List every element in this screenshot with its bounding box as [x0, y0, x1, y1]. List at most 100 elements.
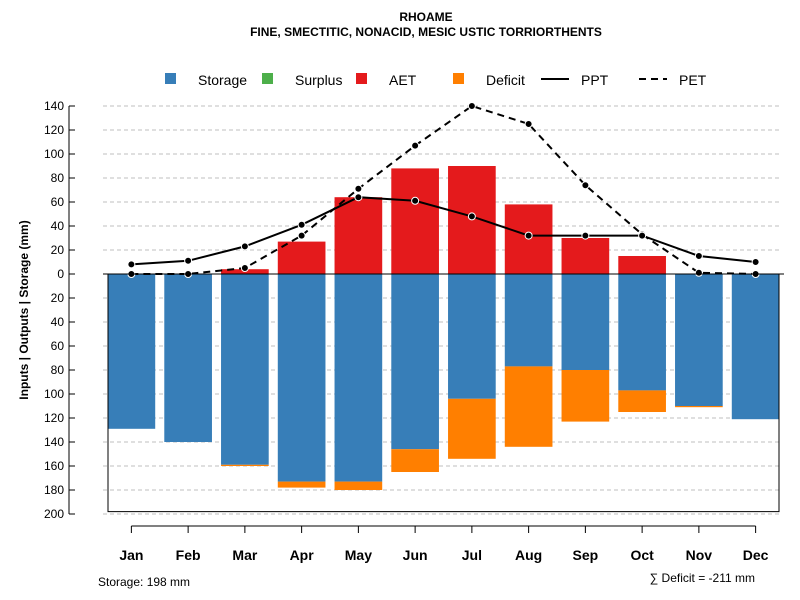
- deficit-total: ∑ Deficit = -211 mm: [650, 571, 755, 585]
- ppt-point: [127, 260, 136, 269]
- aet-bar: [391, 168, 439, 274]
- deficit-bar: [448, 398, 496, 459]
- chart-title: RHOAME: [399, 10, 452, 24]
- deficit-legend-label: Deficit: [486, 72, 525, 88]
- x-tick-label: Nov: [686, 547, 713, 563]
- ppt-point: [524, 231, 533, 240]
- x-tick-label: Apr: [290, 547, 315, 563]
- deficit-bar: [504, 366, 553, 447]
- y-tick-label: 60: [51, 339, 65, 353]
- storage-bar: [448, 274, 496, 399]
- x-tick-label: May: [345, 547, 372, 563]
- x-tick-label: Jul: [462, 547, 482, 563]
- ppt-point: [694, 252, 703, 260]
- x-tick-label: Oct: [630, 547, 654, 563]
- x-tick-label: Aug: [515, 547, 542, 563]
- aet-bar: [334, 197, 383, 274]
- pet-line: [131, 104, 756, 275]
- x-tick-label: Mar: [232, 547, 257, 563]
- y-tick-label: 180: [44, 483, 64, 497]
- legend: Storage Surplus AET Deficit PPT PET: [165, 72, 707, 88]
- y-axis-label: Inputs | Outputs | Storage (mm): [17, 220, 31, 399]
- y-tick-label: 60: [51, 195, 65, 209]
- pet-point: [297, 231, 306, 240]
- ppt-point: [354, 193, 363, 202]
- chart-subtitle: FINE, SMECTITIC, NONACID, MESIC USTIC TO…: [250, 25, 602, 39]
- y-tick-label: 120: [44, 123, 64, 137]
- deficit-bar: [277, 481, 326, 488]
- ppt-point: [638, 231, 647, 240]
- pet-point: [354, 184, 363, 193]
- y-tick-label: 100: [44, 147, 64, 161]
- y-tick-label: 140: [44, 435, 64, 449]
- y-tick-label: 120: [44, 411, 64, 425]
- storage-bar: [391, 274, 439, 450]
- y-tick-label: 40: [51, 219, 65, 233]
- pet-point: [467, 102, 476, 110]
- gridlines: [103, 105, 781, 515]
- storage-bar: [504, 274, 553, 367]
- y-tick-label: 20: [51, 243, 65, 257]
- axes: 1401201008060402002040608010012014016018…: [44, 99, 784, 563]
- x-tick-label: Dec: [743, 547, 769, 563]
- ppt-point: [467, 212, 476, 221]
- storage-bar: [561, 274, 610, 370]
- pet-point: [581, 181, 590, 190]
- storage-bar: [334, 274, 383, 482]
- storage-bar: [221, 274, 269, 465]
- surplus-legend-swatch: [262, 73, 273, 84]
- ppt-line: [131, 196, 756, 266]
- aet-bar: [561, 238, 610, 274]
- ppt-point: [297, 220, 306, 229]
- bars: [107, 166, 780, 490]
- storage-bar: [675, 274, 723, 406]
- pet-point: [524, 120, 533, 128]
- storage-bar: [277, 274, 326, 482]
- x-tick-label: Feb: [176, 547, 201, 563]
- ppt-point: [581, 231, 590, 240]
- deficit-bar: [561, 370, 610, 422]
- series-lines: [127, 102, 760, 278]
- x-tick-label: Jun: [403, 547, 428, 563]
- pet-legend-label: PET: [679, 72, 707, 88]
- x-tick-label: Jan: [119, 547, 143, 563]
- y-tick-label: 100: [44, 387, 64, 401]
- y-tick-label: 0: [57, 267, 64, 281]
- ppt-point: [411, 196, 420, 205]
- storage-bar: [164, 274, 212, 442]
- ppt-point: [184, 256, 193, 265]
- surplus-legend-label: Surplus: [295, 72, 342, 88]
- deficit-bar: [675, 406, 723, 408]
- storage-bar: [107, 274, 156, 429]
- ppt-point: [240, 242, 249, 251]
- deficit-bar: [391, 449, 439, 472]
- y-tick-label: 80: [51, 363, 65, 377]
- pet-point: [694, 268, 703, 277]
- y-tick-label: 20: [51, 291, 65, 305]
- storage-bar: [731, 274, 780, 420]
- ppt-point: [751, 258, 760, 266]
- deficit-bar: [221, 464, 269, 466]
- storage-legend-swatch: [165, 73, 176, 84]
- y-tick-label: 80: [51, 171, 65, 185]
- deficit-legend-swatch: [453, 73, 464, 84]
- deficit-bar: [618, 390, 666, 412]
- y-tick-label: 40: [51, 315, 65, 329]
- storage-box: [107, 274, 780, 513]
- deficit-bar: [334, 481, 383, 490]
- x-tick-label: Sep: [573, 547, 599, 563]
- y-tick-label: 160: [44, 459, 64, 473]
- aet-bar: [618, 256, 666, 274]
- aet-legend-swatch: [356, 73, 367, 84]
- pet-point: [240, 264, 249, 272]
- aet-bar: [277, 241, 326, 274]
- storage-total: Storage: 198 mm: [98, 575, 190, 589]
- y-tick-label: 200: [44, 507, 64, 521]
- y-tick-label: 140: [44, 99, 64, 113]
- pet-point: [411, 141, 420, 150]
- aet-legend-label: AET: [389, 72, 417, 88]
- storage-legend-label: Storage: [198, 72, 247, 88]
- storage-bar: [618, 274, 666, 391]
- ppt-legend-label: PPT: [581, 72, 609, 88]
